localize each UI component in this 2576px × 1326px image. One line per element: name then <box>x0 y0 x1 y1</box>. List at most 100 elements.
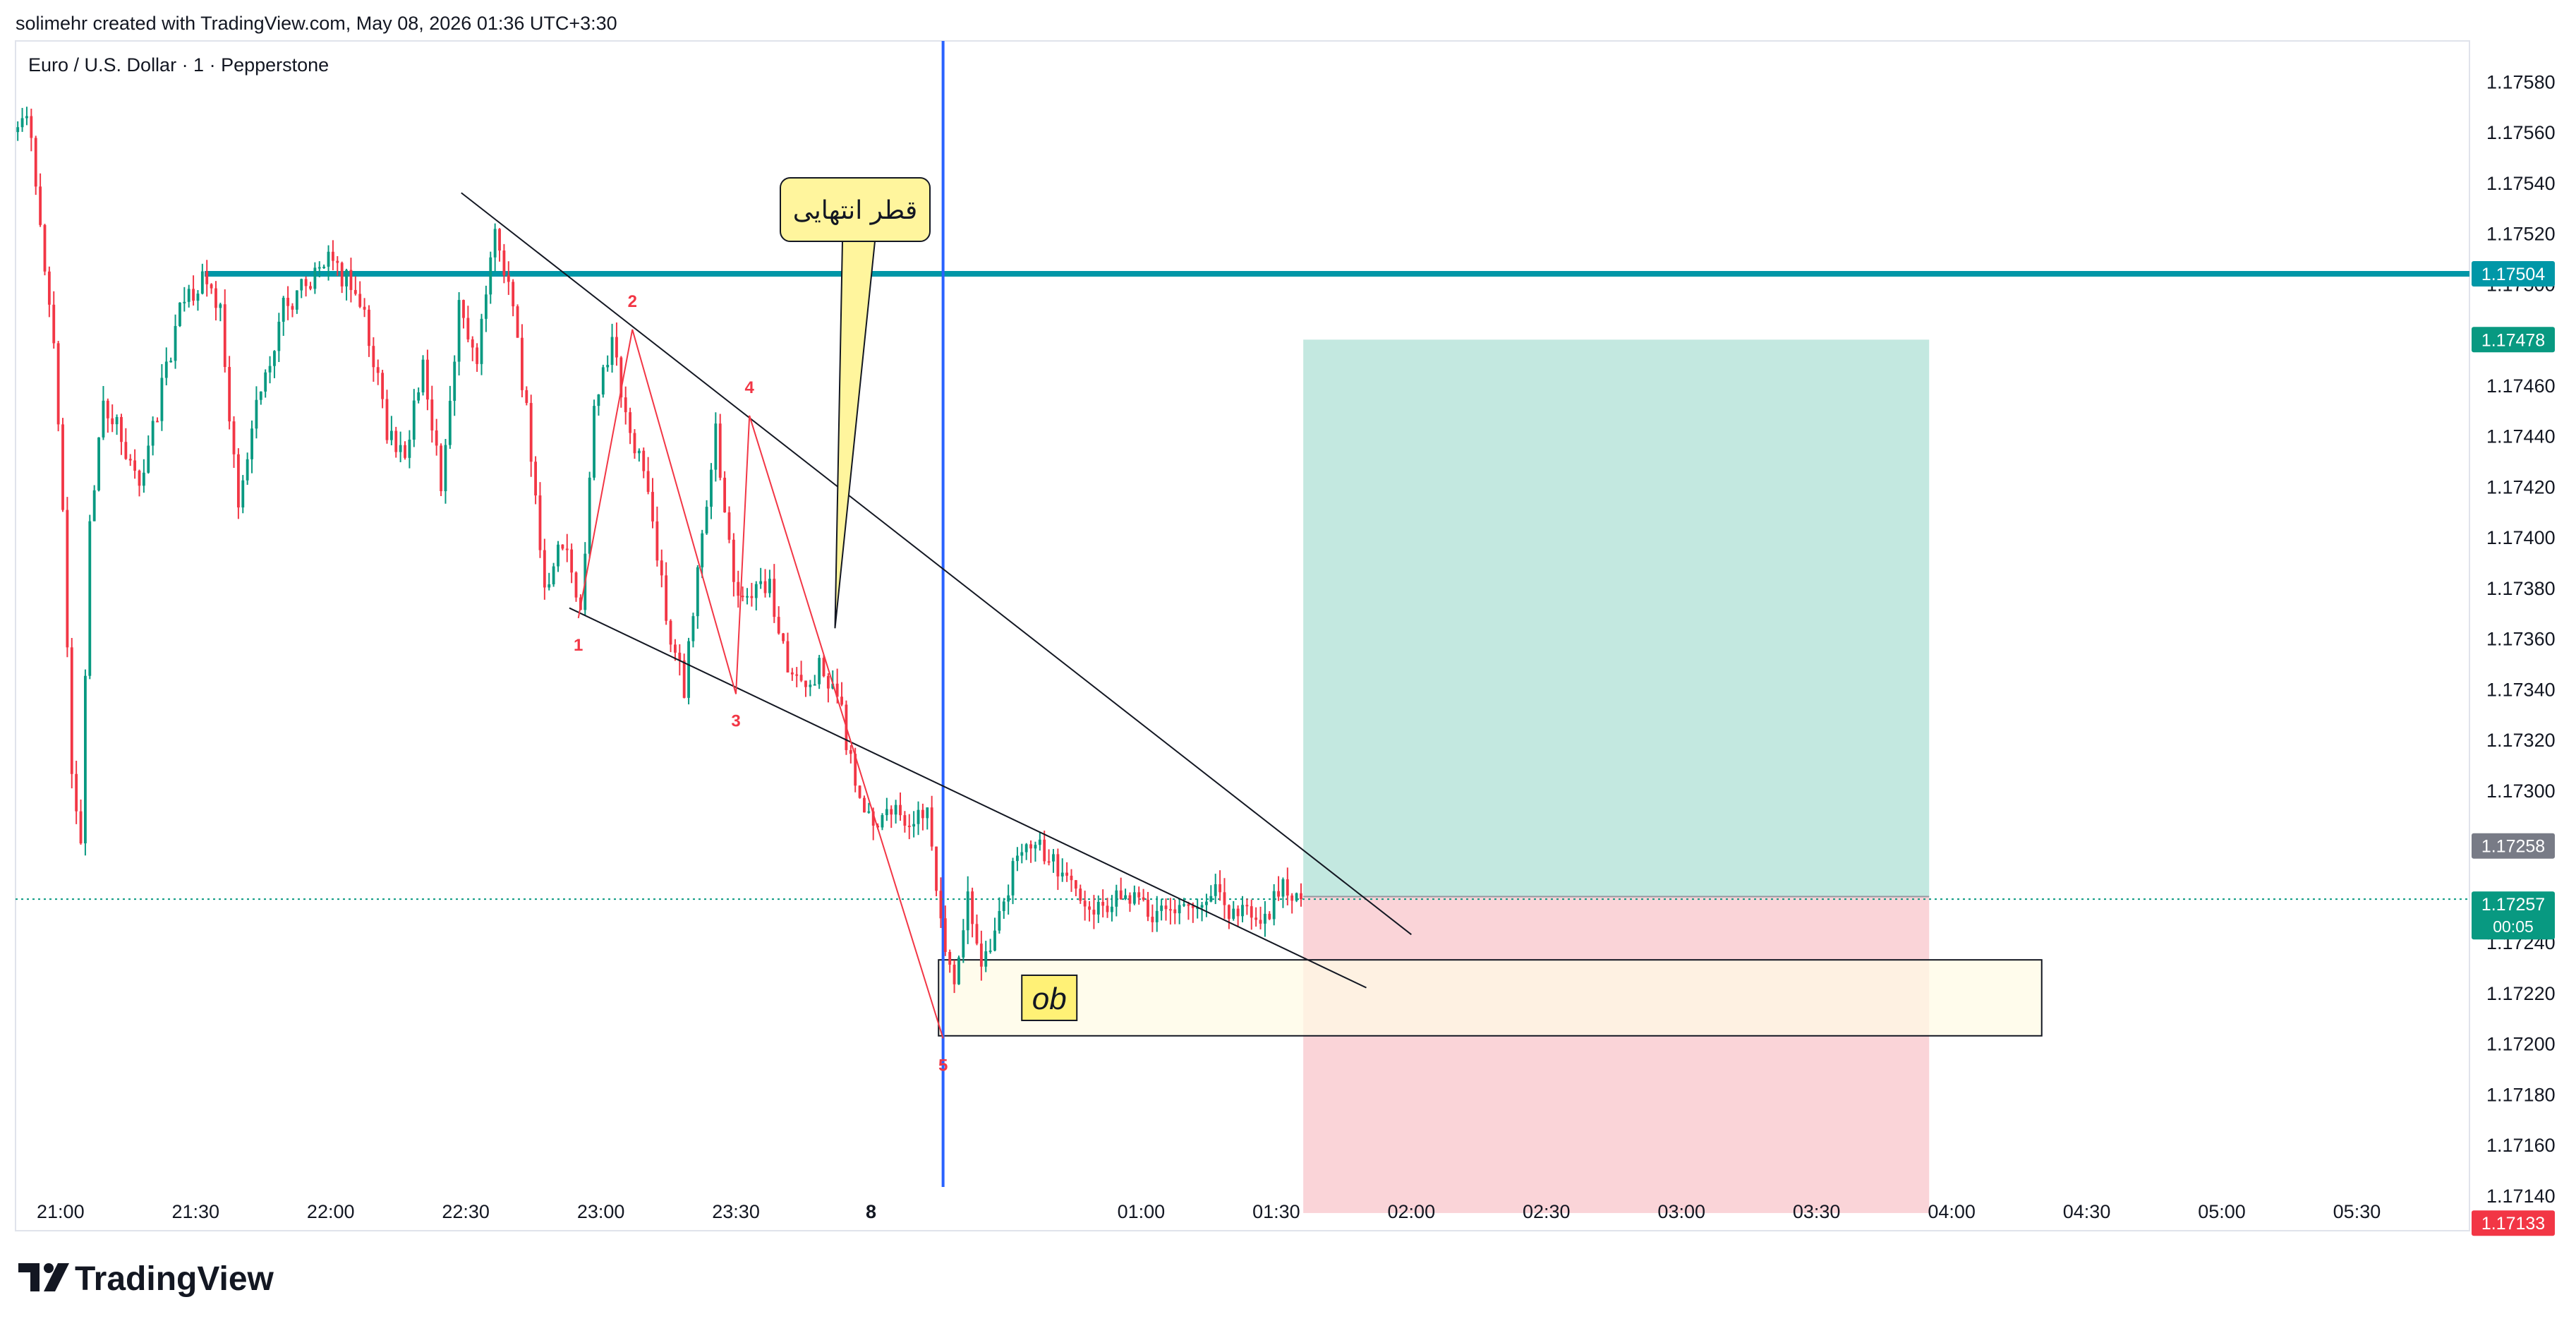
candle-body <box>570 549 574 573</box>
candle-body <box>417 392 421 401</box>
candle-body <box>313 267 317 289</box>
candle <box>426 349 429 411</box>
candle <box>264 369 267 398</box>
callout-text: قطر انتهایی <box>793 196 918 225</box>
candle-body <box>97 437 100 490</box>
candle <box>147 435 150 474</box>
candle <box>1052 849 1055 873</box>
candle-body <box>1020 852 1024 856</box>
candle <box>200 263 204 295</box>
candle <box>521 324 524 398</box>
candle-body <box>466 318 470 339</box>
price-tick-label: 1.17300 <box>2486 780 2556 802</box>
candle-body <box>1074 880 1077 889</box>
candle <box>1060 858 1064 882</box>
candle-body <box>92 490 96 522</box>
candle <box>291 303 294 318</box>
falling-wedge-lines[interactable] <box>461 192 1412 989</box>
candle <box>1196 898 1199 919</box>
candle-body <box>489 257 492 295</box>
candle <box>79 800 83 845</box>
candle-body <box>264 372 267 392</box>
price-tick-label: 1.17220 <box>2486 983 2556 1004</box>
callout-annotation[interactable]: قطر انتهایی <box>780 177 931 629</box>
candle <box>971 887 974 938</box>
candle-body <box>1241 905 1244 917</box>
candle-body <box>1209 896 1213 902</box>
price-axis[interactable]: 1.175801.175601.175401.175201.175001.174… <box>2486 71 2556 1206</box>
candle-body <box>777 617 780 634</box>
candle <box>151 416 155 456</box>
candle-body <box>88 521 92 676</box>
candle <box>327 245 330 281</box>
elliott-wave-drawing[interactable]: 1 2 3 4 5 <box>574 292 948 1075</box>
order-block-box[interactable] <box>938 959 2043 1037</box>
candle <box>917 801 920 836</box>
candle <box>624 386 627 425</box>
candle <box>516 304 519 338</box>
candle <box>16 121 20 141</box>
candle-body <box>831 683 835 689</box>
candle-body <box>30 116 33 138</box>
target-zone[interactable] <box>1303 339 1930 897</box>
stop-zone[interactable] <box>1303 896 1930 1213</box>
candle-body <box>597 394 600 406</box>
candle-body <box>259 391 262 400</box>
candle <box>313 262 317 294</box>
long-position-tool[interactable] <box>1303 339 1930 1213</box>
candle-body <box>809 685 812 687</box>
candle <box>236 448 240 519</box>
channel-upper-line[interactable] <box>461 192 1412 936</box>
candle <box>935 846 938 897</box>
candle <box>1232 900 1235 921</box>
current-price-badge: 1.17257 <box>2481 895 2545 915</box>
candle-body <box>835 683 839 697</box>
price-tick-label: 1.17520 <box>2486 224 2556 245</box>
candle <box>196 290 200 311</box>
candle-body <box>502 250 506 276</box>
candle-body <box>935 846 938 891</box>
candle-body <box>84 675 87 844</box>
candle <box>376 359 380 385</box>
candle-body <box>1205 901 1208 905</box>
horizontal-level-badge-bg <box>2472 261 2555 287</box>
candle <box>61 418 64 512</box>
candle-body <box>763 581 767 593</box>
candle <box>408 430 411 469</box>
candle <box>1074 880 1077 896</box>
time-tick-label: 23:30 <box>712 1201 760 1222</box>
candle-body <box>498 229 501 251</box>
candle-body <box>890 809 893 815</box>
candle <box>701 529 704 579</box>
candle-body <box>507 275 510 282</box>
candle <box>160 363 164 431</box>
candle <box>534 456 537 505</box>
candle-body <box>1137 892 1141 898</box>
channel-lower-line[interactable] <box>569 607 1367 989</box>
callout-box[interactable] <box>780 177 931 242</box>
candle-body <box>372 346 375 368</box>
candle <box>1223 878 1226 920</box>
time-axis[interactable]: 21:00 21:30 22:00 22:30 23:00 23:30 8 01:00 01:3… <box>37 1201 2381 1222</box>
candle-body <box>737 581 740 596</box>
candle <box>277 313 281 362</box>
candle <box>480 313 483 375</box>
wave-polyline[interactable] <box>577 329 944 1039</box>
candle-body <box>200 271 204 294</box>
candle-body <box>1268 913 1271 920</box>
candle-body <box>813 684 816 686</box>
candle <box>543 538 546 600</box>
candle-body <box>1142 897 1145 900</box>
candle-body <box>993 930 996 951</box>
candle <box>92 485 96 522</box>
wave-label-3: 3 <box>731 712 740 731</box>
candle <box>1020 843 1024 864</box>
candle <box>858 785 861 799</box>
candle <box>484 285 488 332</box>
candle <box>381 370 385 409</box>
candle <box>309 282 312 291</box>
order-block-zone[interactable]: ob <box>938 959 2043 1037</box>
candle-body <box>1214 884 1217 896</box>
candle <box>525 386 528 406</box>
